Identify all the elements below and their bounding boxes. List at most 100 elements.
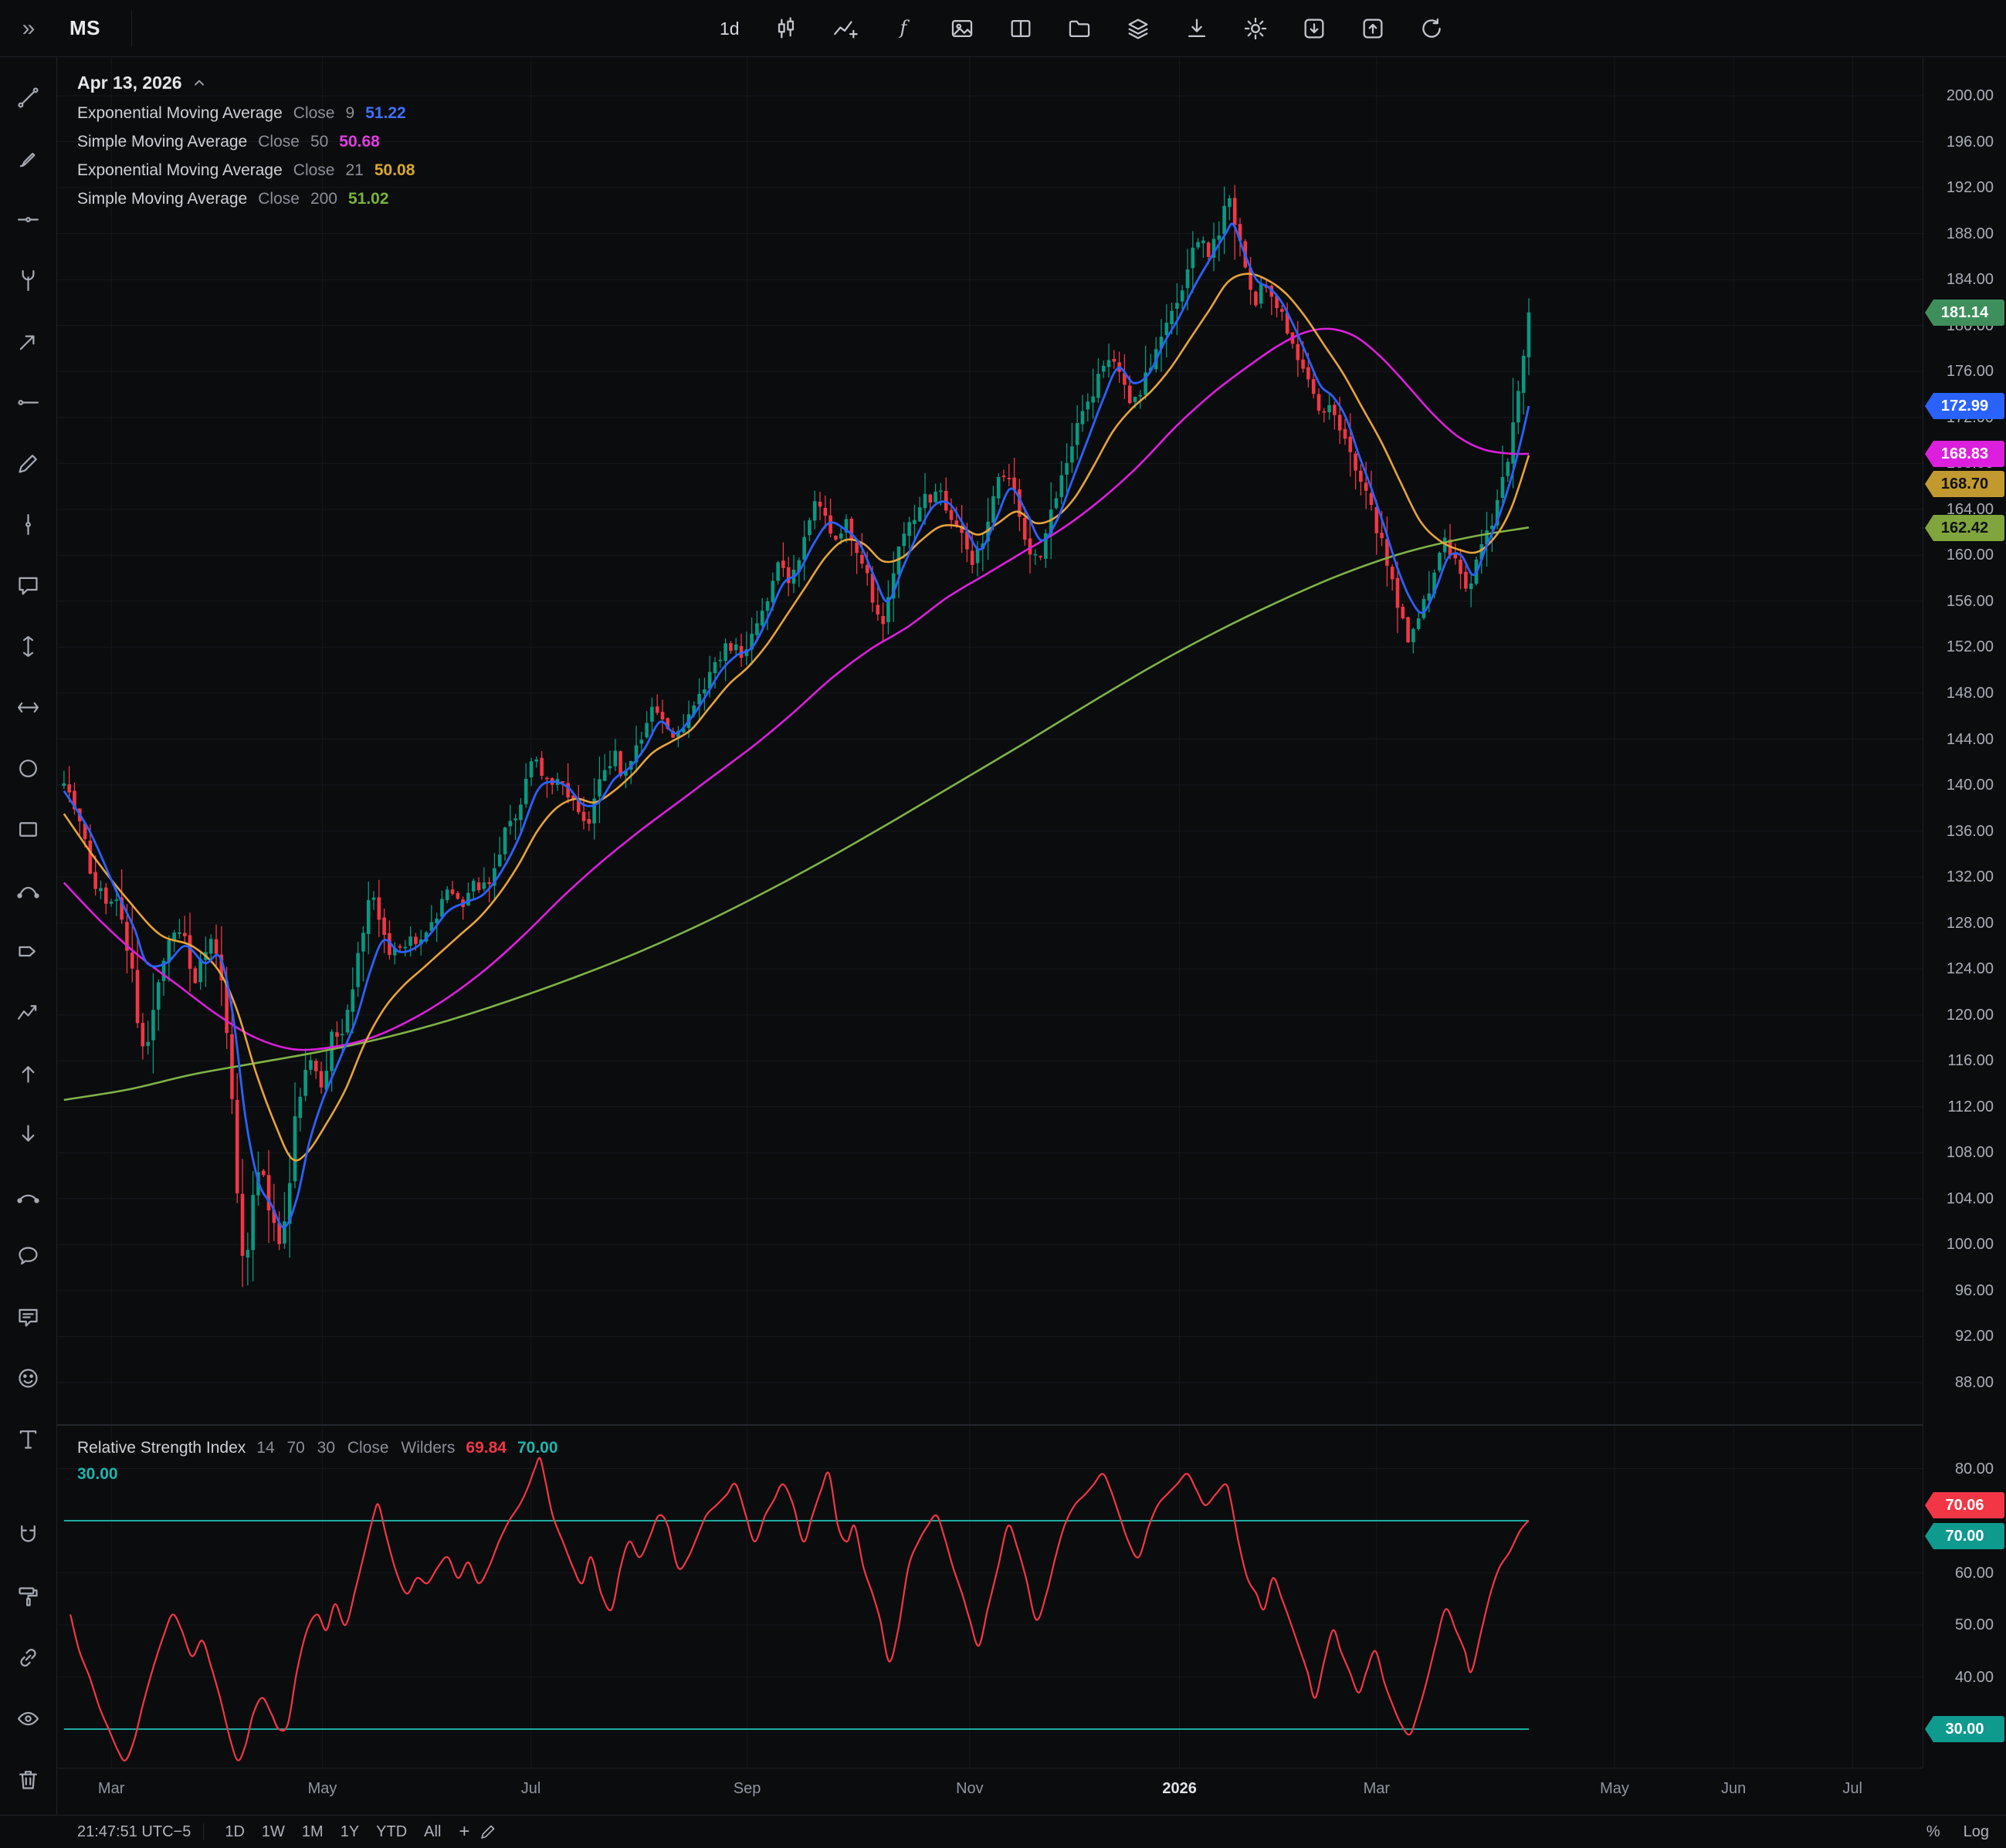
zigzag-pattern-icon — [18, 1004, 37, 1020]
paint-roller-icon — [19, 1586, 38, 1606]
layout-button[interactable] — [1004, 12, 1038, 46]
balloon-tool[interactable] — [10, 1237, 47, 1274]
toolbar-tools: 1d f — [715, 0, 1449, 57]
bottom-toolbar: 21:47:51 UTC−5 1D 1W 1M 1Y YTD All + % Log — [0, 1815, 2006, 1848]
pencil-tool[interactable] — [10, 445, 47, 482]
price-label-tool[interactable] — [10, 932, 47, 970]
layers-button[interactable] — [1121, 12, 1155, 46]
comment-tool[interactable] — [10, 1298, 47, 1335]
folder-button[interactable] — [1062, 12, 1096, 46]
chart-area[interactable]: Apr 13, 2026 Exponential Moving Average C… — [57, 57, 1923, 1768]
curve-tool[interactable] — [10, 872, 47, 909]
price-axis[interactable]: 200.00196.00192.00188.00184.00180.00176.… — [1923, 57, 2006, 1768]
layers-icon — [1128, 19, 1148, 39]
symbol-label[interactable]: MS — [69, 16, 100, 39]
arc-icon — [17, 1194, 39, 1203]
percent-scale-button[interactable]: % — [1926, 1823, 1940, 1840]
rectangle-tool[interactable] — [10, 811, 47, 848]
axis-price-tag: 30.00 — [1925, 1716, 2004, 1742]
snapshot-button[interactable] — [945, 12, 979, 46]
horizontal-ray-icon — [18, 399, 39, 405]
date-range-icon — [18, 702, 39, 712]
indicators-button[interactable] — [828, 12, 862, 46]
price-tick-label: 96.00 — [1954, 1281, 1994, 1299]
arrow-down-tool[interactable] — [10, 1115, 47, 1152]
export-button[interactable] — [1356, 12, 1390, 46]
indicator-legend-row[interactable]: Exponential Moving Average Close 9 51.22 — [77, 104, 415, 123]
comment-icon — [19, 1308, 38, 1327]
emoji-tool[interactable] — [10, 1359, 47, 1396]
clock-label[interactable]: 21:47:51 UTC−5 — [77, 1823, 191, 1840]
range-button-1d[interactable]: 1D — [225, 1823, 245, 1840]
sma-50-line — [63, 327, 1530, 1051]
price-tick-label: 200.00 — [1946, 87, 1994, 104]
time-axis[interactable]: Mar May Jul Sep Nov 2026 Mar May Jun Jul — [57, 1768, 1923, 1815]
rsi-value: 69.84 — [466, 1439, 507, 1457]
indicator-legend-row[interactable]: Simple Moving Average Close 50 50.68 — [77, 133, 415, 151]
interval-button[interactable]: 1d — [720, 18, 740, 39]
add-range-button[interactable]: + — [459, 1821, 470, 1842]
time-axis-label: 2026 — [1162, 1780, 1197, 1797]
price-tick-label: 164.00 — [1946, 500, 1994, 518]
text-tool[interactable] — [10, 1420, 47, 1457]
price-range-tool[interactable] — [10, 628, 47, 665]
pitchfork-tool[interactable] — [10, 262, 47, 299]
indicator-legend-row[interactable]: Exponential Moving Average Close 21 50.08 — [77, 161, 415, 180]
trend-line-tool[interactable] — [10, 79, 47, 116]
range-button-all[interactable]: All — [424, 1823, 442, 1840]
ellipse-tool[interactable] — [10, 750, 47, 787]
expand-panel-icon[interactable]: » — [22, 15, 36, 41]
download-button[interactable] — [1180, 12, 1214, 46]
price-tick-label: 100.00 — [1946, 1236, 1994, 1254]
horizontal-line-tool[interactable] — [10, 201, 47, 238]
price-tick-label: 144.00 — [1946, 730, 1994, 748]
remove-all-tool[interactable] — [10, 1761, 47, 1798]
edit-range-button[interactable] — [479, 1823, 497, 1841]
download-icon — [1188, 19, 1205, 38]
trend-line-icon — [18, 86, 39, 108]
range-button-1w[interactable]: 1W — [261, 1823, 285, 1840]
indicator-legend-row[interactable]: Simple Moving Average Close 200 51.02 — [77, 190, 415, 208]
price-chart[interactable] — [57, 57, 1923, 1768]
import-button[interactable] — [1297, 12, 1331, 46]
brush-tool[interactable] — [10, 140, 47, 177]
bottom-divider — [203, 1823, 205, 1840]
date-range-tool[interactable] — [10, 689, 47, 726]
axis-price-tag: 168.83 — [1925, 441, 2004, 467]
indicator-length: 50 — [310, 133, 329, 151]
price-tick-label: 108.00 — [1946, 1144, 1994, 1162]
arrow-up-right-tool[interactable] — [10, 323, 47, 360]
settings-button[interactable] — [1239, 12, 1272, 46]
rsi-tick-label: 50.00 — [1954, 1616, 1994, 1633]
range-button-1y[interactable]: 1Y — [340, 1823, 360, 1840]
magnet-tool[interactable] — [10, 1517, 47, 1554]
arc-tool[interactable] — [10, 1176, 47, 1213]
functions-button[interactable]: f — [886, 12, 920, 46]
arrow-up-tool[interactable] — [10, 1054, 47, 1092]
candles-style-button[interactable] — [769, 12, 803, 46]
arrow-down-icon — [22, 1124, 35, 1142]
log-scale-button[interactable]: Log — [1963, 1823, 1989, 1840]
vertical-line-tool[interactable] — [10, 506, 47, 543]
zigzag-pattern-tool[interactable] — [10, 993, 47, 1031]
indicator-legend: Apr 13, 2026 Exponential Moving Average C… — [77, 73, 415, 218]
legend-date-row[interactable]: Apr 13, 2026 — [77, 73, 415, 93]
link-tool[interactable] — [10, 1639, 47, 1676]
axis-price-tag: 162.42 — [1925, 515, 2004, 541]
callout-tool[interactable] — [10, 567, 47, 604]
rsi-params: 14 70 30 Close Wilders — [256, 1439, 456, 1457]
balloon-icon — [19, 1246, 38, 1264]
range-button-1m[interactable]: 1M — [301, 1823, 324, 1840]
paint-roller-tool[interactable] — [10, 1578, 47, 1615]
horizontal-ray-tool[interactable] — [10, 384, 47, 421]
price-tick-label: 156.00 — [1946, 592, 1994, 610]
snapshot-icon — [951, 19, 972, 38]
pencil-icon — [19, 454, 37, 473]
svg-text:f: f — [898, 17, 910, 39]
time-axis-label: Sep — [733, 1780, 761, 1797]
hide-all-tool[interactable] — [10, 1700, 47, 1737]
axis-price-tag: 70.00 — [1925, 1523, 2004, 1549]
reload-button[interactable] — [1415, 12, 1449, 46]
chevron-up-icon[interactable] — [191, 76, 207, 91]
range-button-ytd[interactable]: YTD — [376, 1823, 408, 1840]
